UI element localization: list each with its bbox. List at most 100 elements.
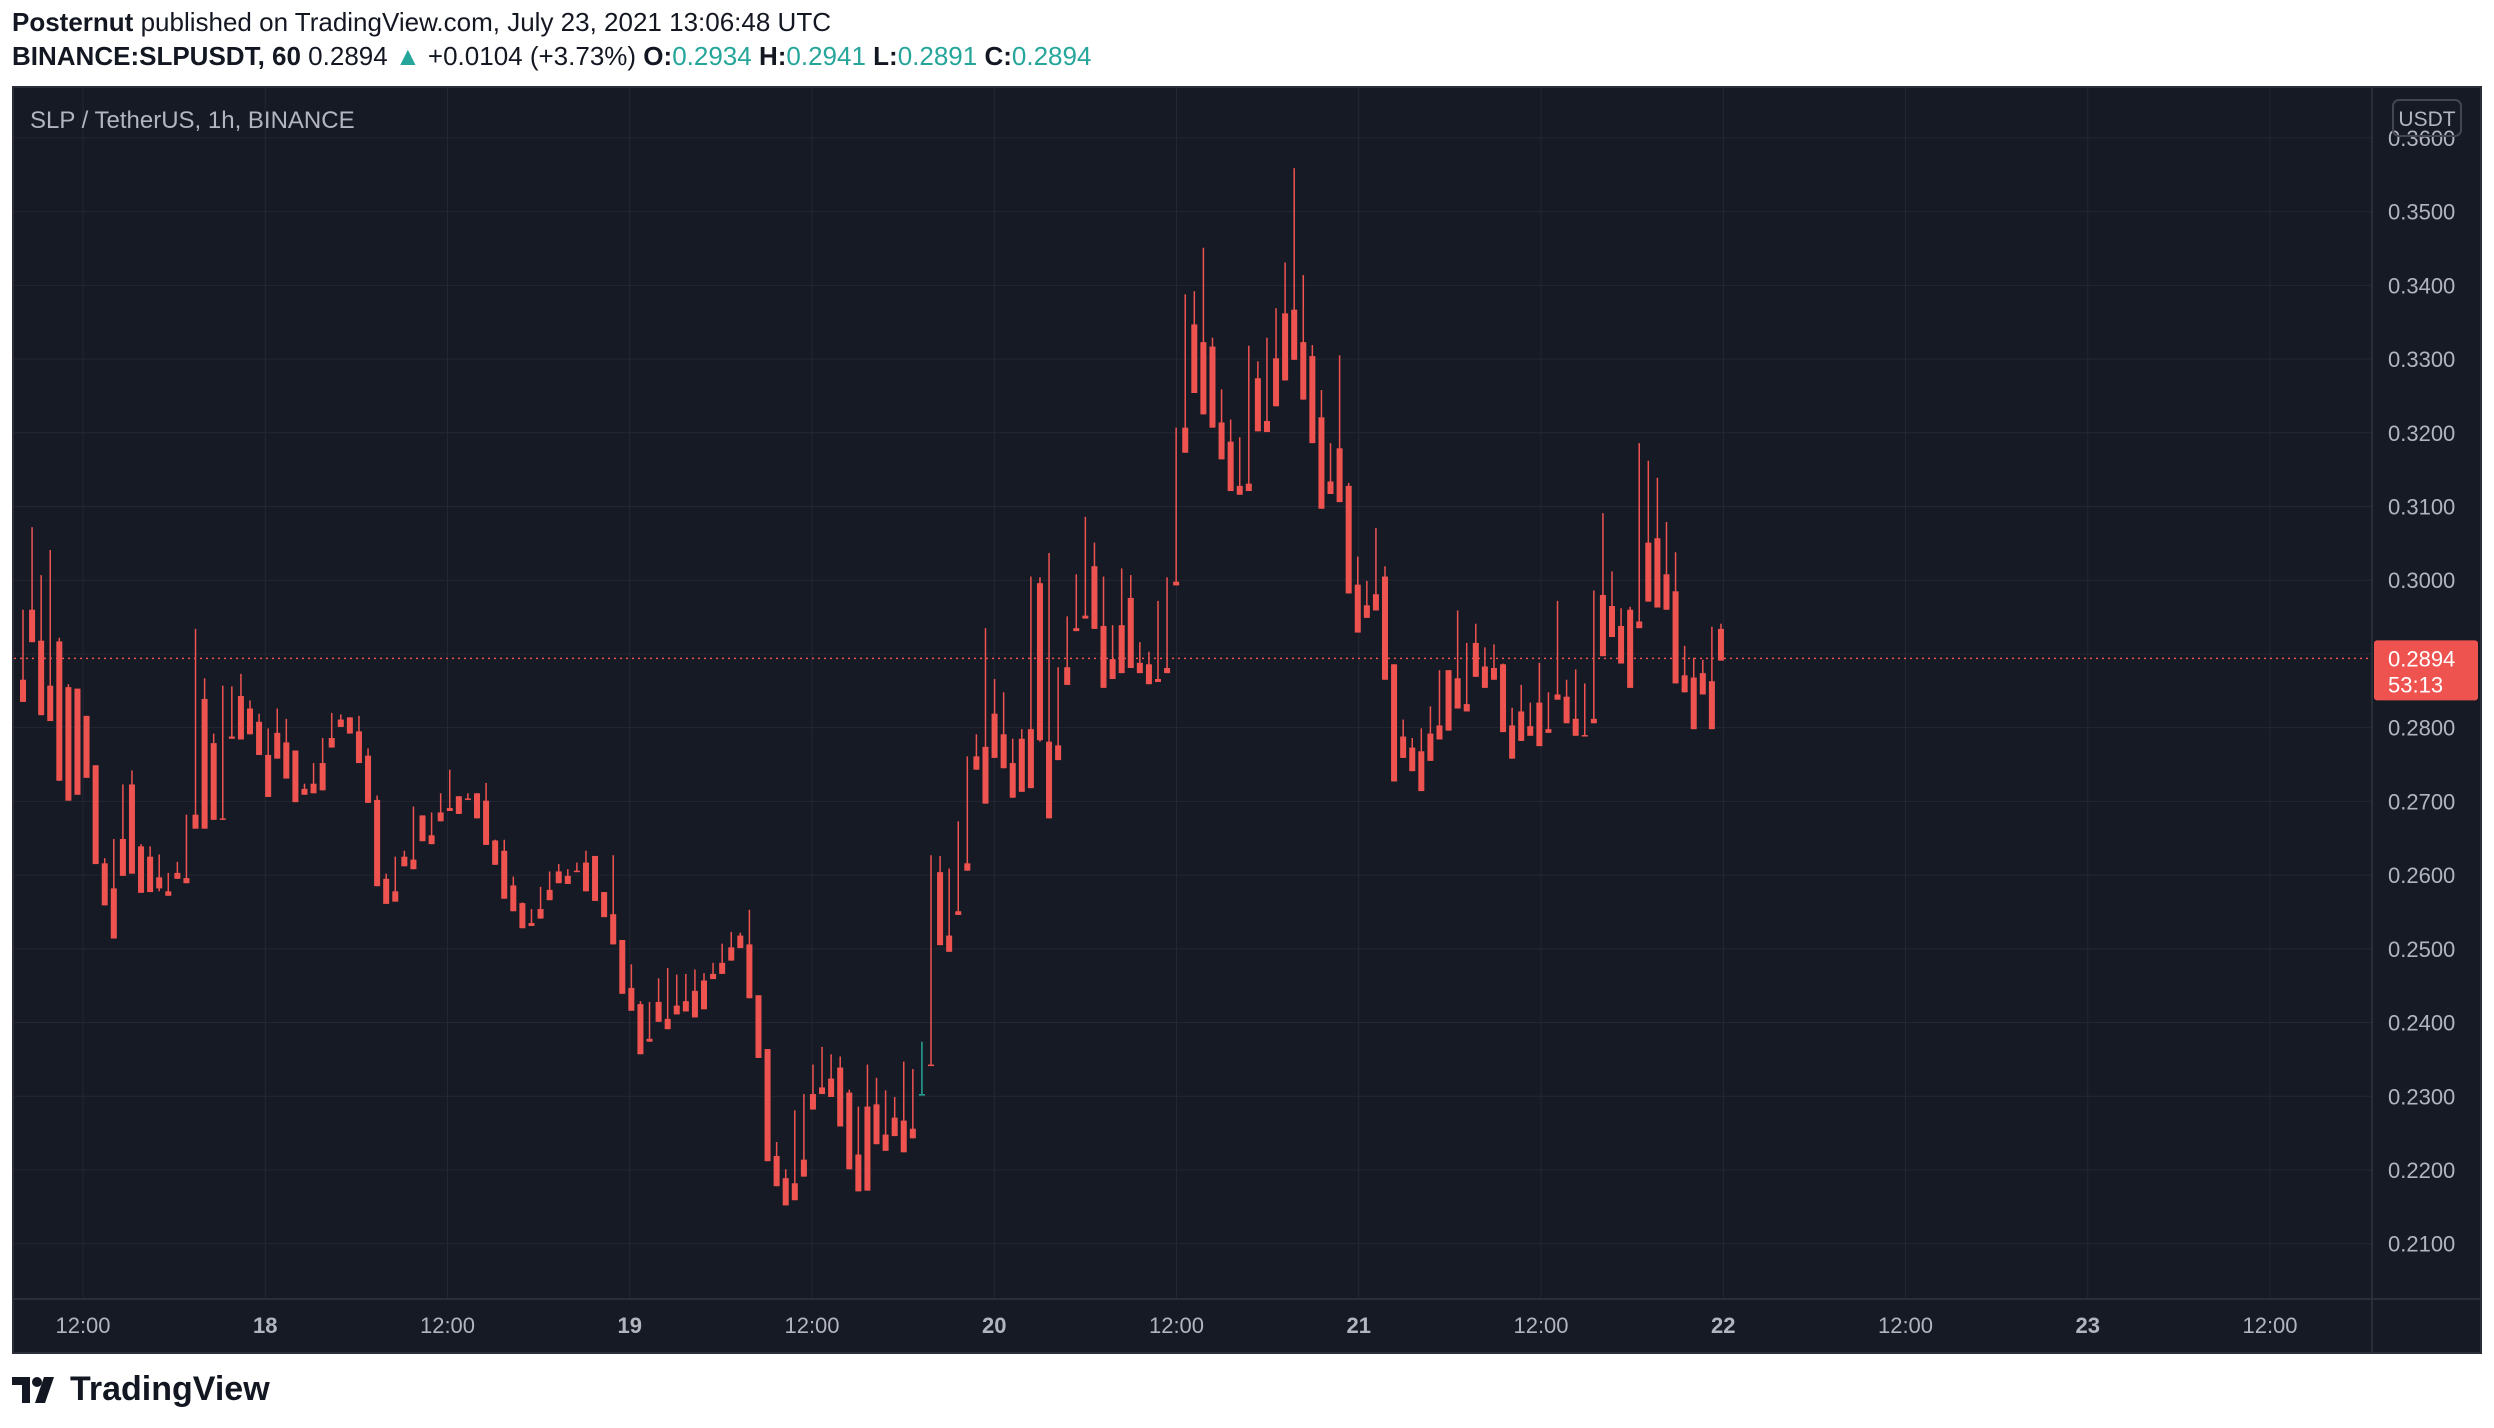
candle-body [165, 891, 172, 896]
candle-body [1509, 725, 1516, 759]
candle-body [501, 850, 508, 899]
candle-body [891, 1117, 898, 1137]
candle-body [573, 870, 580, 873]
y-tick-label: 0.2800 [2388, 716, 2455, 741]
last-price-value: 0.2894 [308, 41, 388, 71]
candle-body [1382, 576, 1388, 680]
candle-body [937, 872, 944, 946]
candle-body [1618, 625, 1625, 664]
candle-body [1672, 591, 1679, 684]
candle-body [138, 846, 145, 893]
candle-body [328, 737, 335, 748]
candle-body [374, 799, 381, 887]
candle-body [746, 944, 753, 999]
candle-body [1218, 422, 1225, 460]
candle-body [1708, 681, 1715, 730]
tradingview-logo[interactable]: TradingView [12, 1370, 270, 1409]
candle-body [610, 914, 617, 945]
candle-body [1599, 594, 1606, 657]
candle-body [1046, 741, 1053, 819]
candle-body [800, 1159, 807, 1177]
candle-body [437, 812, 444, 822]
candle-body [928, 1064, 934, 1067]
candle-body [1109, 659, 1116, 680]
candle-body [655, 1001, 662, 1022]
candle-body [1500, 664, 1507, 733]
candle-body [219, 818, 226, 820]
candle-body [528, 923, 535, 926]
candle-body [846, 1092, 853, 1170]
candle-body [1645, 542, 1652, 602]
candle-body [918, 1094, 925, 1096]
candle-body [1082, 615, 1089, 619]
candle-body [710, 973, 717, 980]
candle-body [1309, 356, 1316, 444]
candle-body [1627, 609, 1634, 688]
candle-body [1027, 729, 1034, 789]
candle-body [1427, 733, 1434, 761]
candle-body [764, 1049, 771, 1162]
x-tick-label: 12:00 [1878, 1313, 1933, 1338]
candle-body [673, 1005, 680, 1015]
candle-body [510, 885, 517, 912]
candle-body [519, 903, 526, 929]
candle-body [691, 990, 698, 1018]
y-tick-label: 0.3300 [2388, 347, 2455, 372]
candle-body [256, 721, 263, 755]
candle-body [1145, 664, 1152, 685]
candle-body [1609, 606, 1615, 637]
candle-body [1581, 735, 1588, 737]
candle-body [1136, 662, 1143, 674]
candle-body [582, 862, 589, 892]
candle-body [20, 679, 26, 702]
candle-body [1127, 597, 1134, 668]
candle-body [1572, 718, 1579, 736]
candle-body [1454, 678, 1461, 709]
candle-body [982, 746, 989, 804]
candle-body [474, 793, 480, 819]
candle-body [1245, 483, 1252, 492]
candle-body [156, 877, 163, 889]
candle-body [1155, 679, 1161, 682]
candle-body [1009, 763, 1016, 798]
candle-body [192, 814, 199, 829]
candle-body [1518, 711, 1525, 741]
candle-body [383, 878, 390, 904]
candle-body [1590, 718, 1597, 724]
candle-body [1318, 417, 1325, 509]
candle-body [1400, 736, 1407, 758]
candle-body [419, 815, 426, 842]
x-tick-label: 12:00 [1513, 1313, 1568, 1338]
high-label: H: [758, 41, 787, 71]
candle-body [1018, 738, 1025, 792]
candle-body [646, 1038, 653, 1042]
y-tick-label: 0.2500 [2388, 937, 2455, 962]
x-tick-label: 19 [618, 1313, 642, 1338]
candle-body [1391, 664, 1398, 782]
x-tick-label: 22 [1711, 1313, 1735, 1338]
x-tick-label: 12:00 [1149, 1313, 1204, 1338]
candle-body [228, 736, 235, 739]
candlestick-chart[interactable]: 0.2100 0.2200 0.2300 0.2400 0.2500 0.2600 0.27… [14, 88, 2480, 1352]
candle-body [1554, 694, 1561, 700]
candle-body [492, 840, 499, 865]
y-tick-label: 0.3600 [2388, 126, 2455, 151]
candle-body [201, 698, 208, 829]
candle-body [119, 838, 126, 876]
candle-body [1654, 538, 1661, 608]
last-price-tag [2374, 640, 2478, 701]
candle-body [319, 763, 326, 791]
chart-panel[interactable]: 0.2100 0.2200 0.2300 0.2400 0.2500 0.2600 0.27… [12, 86, 2482, 1354]
candle-body [837, 1067, 844, 1127]
candle-body [909, 1128, 916, 1139]
candle-body [1445, 670, 1452, 731]
candle-body [247, 708, 253, 735]
candle-body [392, 891, 399, 902]
x-tick-label: 12:00 [420, 1313, 475, 1338]
candle-body [701, 980, 707, 1010]
x-tick-label: 18 [253, 1313, 277, 1338]
author-name[interactable]: Posternut [12, 7, 134, 37]
candle-body [65, 687, 72, 801]
candle-body [1291, 309, 1298, 360]
x-tick-label: 12:00 [2242, 1313, 2297, 1338]
